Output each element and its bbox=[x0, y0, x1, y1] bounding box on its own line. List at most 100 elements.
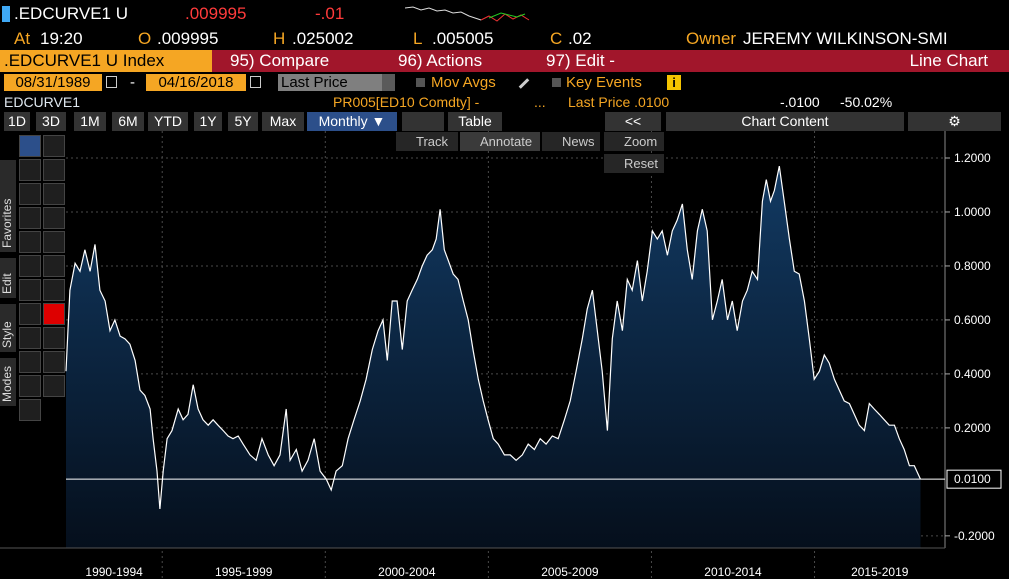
series-name: EDCURVE1 bbox=[4, 94, 80, 110]
menu-actions[interactable]: 96) Actions bbox=[398, 51, 483, 70]
side-tab-label: Edit bbox=[0, 273, 14, 294]
tool-icon[interactable] bbox=[43, 135, 65, 157]
period-button[interactable]: 1Y bbox=[194, 112, 222, 131]
tool-icon[interactable] bbox=[43, 327, 65, 349]
tool-icon[interactable] bbox=[19, 351, 41, 373]
period-button[interactable]: 1M bbox=[74, 112, 106, 131]
tool-icon[interactable] bbox=[43, 255, 65, 277]
settings-button[interactable]: ⚙ bbox=[908, 112, 1001, 131]
tool-icon[interactable] bbox=[43, 351, 65, 373]
high: .025002 bbox=[292, 29, 354, 48]
menu-edit[interactable]: 97) Edit - bbox=[546, 51, 615, 70]
news-tool[interactable]: News bbox=[542, 132, 600, 151]
low-label: L bbox=[413, 29, 423, 48]
tool-icon[interactable] bbox=[43, 375, 65, 397]
key-events[interactable]: Key Events bbox=[566, 74, 642, 91]
last-price: .009995 bbox=[185, 4, 247, 23]
tool-icon[interactable] bbox=[43, 159, 65, 181]
period-button[interactable]: YTD bbox=[148, 112, 188, 131]
y-tick-label: 0.4000 bbox=[954, 367, 991, 381]
side-tab-label: Style bbox=[0, 321, 14, 348]
last-value-label: 0.0100 bbox=[954, 472, 991, 486]
tool-icon[interactable] bbox=[43, 231, 65, 253]
area bbox=[66, 166, 921, 548]
view-name: Line Chart bbox=[909, 51, 988, 70]
low: .005005 bbox=[432, 29, 494, 48]
period-button[interactable]: 5Y bbox=[228, 112, 258, 131]
collapse-button[interactable]: << bbox=[605, 112, 661, 131]
tool-icon[interactable] bbox=[19, 399, 41, 421]
x-tick-label: 2005-2009 bbox=[541, 565, 599, 579]
x-tick-label: 1995-1999 bbox=[215, 565, 273, 579]
date-separator: - bbox=[130, 74, 135, 91]
tool-icon[interactable] bbox=[19, 207, 41, 229]
reset-tool[interactable]: Reset bbox=[604, 154, 664, 173]
calendar-icon[interactable] bbox=[106, 76, 117, 88]
period-button[interactable]: 3D bbox=[36, 112, 66, 131]
open: .009995 bbox=[157, 29, 219, 48]
y-tick-label: 1.0000 bbox=[954, 205, 991, 219]
close: .02 bbox=[568, 29, 592, 48]
x-tick-label: 2000-2004 bbox=[378, 565, 436, 579]
side-tab[interactable]: Style bbox=[0, 304, 16, 352]
owner-label: Owner bbox=[686, 29, 737, 48]
field-select[interactable]: Last Price bbox=[278, 74, 382, 91]
security-box[interactable]: .EDCURVE1 U Index bbox=[0, 50, 212, 72]
info-icon[interactable]: i bbox=[667, 75, 681, 90]
menu-compare[interactable]: 95) Compare bbox=[230, 51, 330, 70]
x-tick-label: 1990-1994 bbox=[85, 565, 143, 579]
change: -.01 bbox=[315, 4, 345, 23]
zoom-tool[interactable]: Zoom bbox=[604, 132, 664, 151]
mov-avgs[interactable]: Mov Avgs bbox=[431, 74, 496, 91]
x-tick-label: 2015-2019 bbox=[851, 565, 909, 579]
side-tab-label: Modes bbox=[0, 365, 14, 402]
menu-bar bbox=[212, 50, 1009, 72]
checkbox[interactable] bbox=[416, 78, 425, 87]
legend-ellipsis: ... bbox=[534, 94, 546, 110]
tool-icon[interactable] bbox=[43, 207, 65, 229]
side-tab[interactable]: Edit bbox=[0, 258, 16, 298]
start-date[interactable]: 08/31/1989 bbox=[4, 74, 102, 91]
last-value-box bbox=[946, 469, 1002, 489]
tool-icon[interactable] bbox=[19, 375, 41, 397]
period-button[interactable]: 6M bbox=[112, 112, 144, 131]
checkbox[interactable] bbox=[552, 78, 561, 87]
legend-change: -.0100 bbox=[780, 94, 820, 110]
side-tab[interactable]: Favorites bbox=[0, 160, 16, 252]
y-tick-label: 1.2000 bbox=[954, 151, 991, 165]
tool-icon[interactable] bbox=[19, 159, 41, 181]
period-button[interactable]: 1D bbox=[4, 112, 30, 131]
tool-icon[interactable] bbox=[19, 255, 41, 277]
tool-icon[interactable] bbox=[19, 327, 41, 349]
tool-icon[interactable] bbox=[19, 279, 41, 301]
chart-content-button[interactable]: Chart Content bbox=[666, 112, 904, 131]
table-button[interactable]: Table bbox=[448, 112, 502, 131]
tool-icon[interactable] bbox=[43, 303, 65, 325]
tool-icon[interactable] bbox=[19, 183, 41, 205]
calendar-icon[interactable] bbox=[250, 76, 261, 88]
close-label: C bbox=[550, 29, 563, 48]
side-tab-label: Favorites bbox=[0, 198, 14, 248]
tool-icon[interactable] bbox=[43, 279, 65, 301]
tool-icon[interactable] bbox=[19, 231, 41, 253]
frequency-select[interactable]: Monthly ▼ bbox=[307, 112, 397, 131]
tool-icon[interactable] bbox=[19, 303, 41, 325]
y-tick-label: 0.2000 bbox=[954, 421, 991, 435]
annotate-tool[interactable]: Annotate bbox=[460, 132, 540, 151]
tool-icon[interactable] bbox=[43, 183, 65, 205]
y-tick-label: -0.2000 bbox=[954, 529, 995, 543]
dropdown-arrow[interactable] bbox=[382, 74, 395, 91]
side-tab[interactable]: Modes bbox=[0, 358, 16, 406]
y-tick-label: 0.8000 bbox=[954, 259, 991, 273]
sparkline bbox=[405, 6, 530, 22]
legend-source: PR005[ED10 Comdty] - bbox=[333, 94, 480, 110]
chart-type-icon[interactable] bbox=[402, 112, 444, 131]
period-button[interactable]: Max bbox=[262, 112, 304, 131]
end-date[interactable]: 04/16/2018 bbox=[146, 74, 246, 91]
tool-icon[interactable] bbox=[19, 135, 41, 157]
track-tool[interactable]: Track bbox=[396, 132, 458, 151]
status-square bbox=[2, 6, 10, 22]
high-label: H bbox=[273, 29, 286, 48]
